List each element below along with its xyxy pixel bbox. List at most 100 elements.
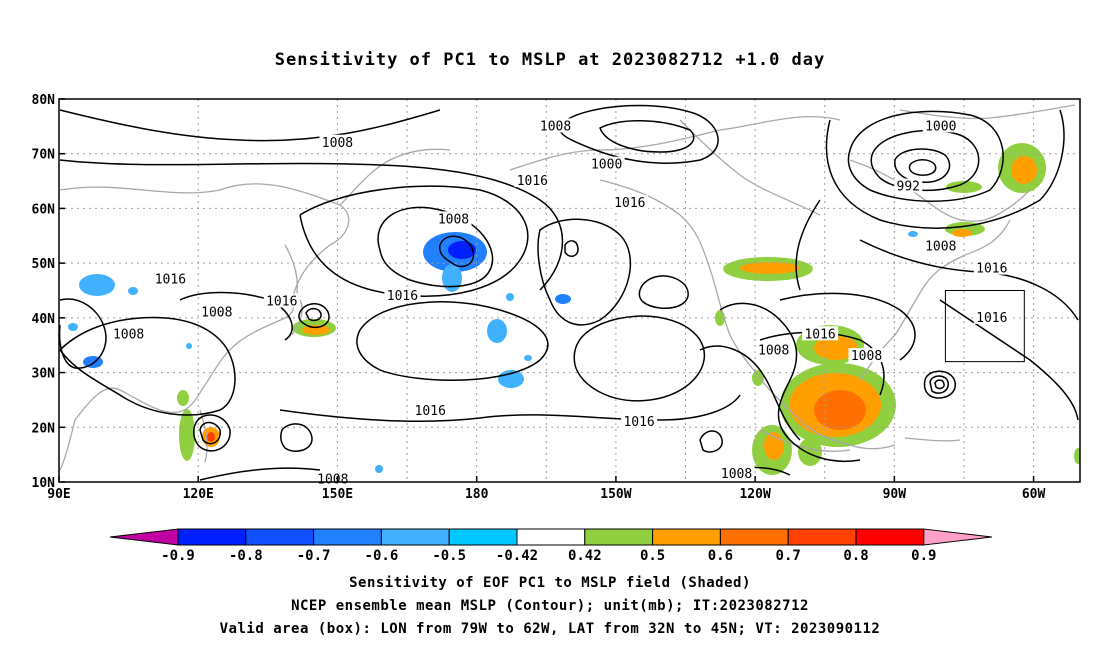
contour-label: 1016 (415, 404, 446, 419)
contour-line (193, 414, 231, 452)
contour-line (377, 206, 494, 288)
caption-valid-area: Valid area (box): LON from 79W to 62W, L… (219, 621, 881, 637)
caption-contour: NCEP ensemble mean MSLP (Contour); unit(… (291, 598, 809, 614)
colorbar-label: 0.5 (640, 548, 665, 564)
colorbar-bin (652, 528, 721, 546)
negative-sensitivity-area (68, 323, 78, 331)
lat-tick-label: 50N (32, 257, 56, 272)
contour-label-bg (973, 309, 1010, 324)
contour-line (199, 467, 321, 481)
colorbar-bin (855, 528, 925, 546)
contour-label: 1016 (976, 311, 1007, 326)
contour-line (825, 109, 1065, 229)
positive-sensitivity-area (177, 390, 189, 406)
positive-sensitivity-area (798, 438, 822, 466)
contour-label: 1000 (591, 158, 622, 173)
contour-label: 1016 (623, 415, 654, 430)
contour-label: 1008 (851, 349, 882, 364)
valid-area-box (944, 290, 1025, 363)
colorbar-bin (313, 528, 382, 546)
contour-label: 1016 (517, 174, 548, 189)
lon-tick-label: 90E (47, 487, 70, 502)
contour-line (599, 120, 695, 153)
contour-label: 1008 (721, 467, 752, 482)
lat-tick-label: 40N (32, 312, 56, 327)
contour-label: 1008 (201, 305, 232, 320)
contour-label: 1008 (540, 119, 571, 134)
contour-line (299, 185, 529, 297)
colorbar-label: -0.7 (297, 548, 331, 564)
colorbar-label: 0.7 (776, 548, 801, 564)
coastline (284, 244, 299, 301)
colorbar-bin (448, 528, 518, 546)
negative-sensitivity-area (83, 356, 103, 368)
contour-label: 1000 (925, 119, 956, 134)
contour-line (59, 109, 441, 142)
contour-line (59, 316, 236, 416)
contour-label-bg (319, 134, 356, 149)
lat-tick-label: 30N (32, 367, 56, 382)
colorbar-bin (380, 528, 450, 546)
colorbar-bin (719, 528, 789, 546)
lat-tick-label: 60N (32, 202, 56, 217)
contour-label: 1008 (925, 240, 956, 255)
colorbar-bin (177, 528, 247, 546)
contour-label: 1008 (322, 136, 353, 151)
lat-lon-grid (59, 99, 1080, 482)
lon-tick-label: 150E (322, 487, 353, 502)
map-frame (58, 98, 1081, 483)
contour-label-bg (412, 402, 449, 417)
contour-label: 1016 (387, 289, 418, 304)
contour-label-bg (894, 178, 923, 193)
coastline (59, 183, 350, 471)
contour-line (280, 423, 313, 452)
mslp-contours (59, 104, 1079, 481)
colorbar-label: -0.5 (432, 548, 466, 564)
lat-tick-label: 10N (32, 476, 56, 491)
sensitivity-shading (68, 143, 1080, 475)
coastline (679, 119, 821, 216)
contour-label-bg (848, 348, 885, 363)
contour-line (59, 159, 564, 291)
negative-sensitivity-area (448, 241, 476, 259)
coastline (339, 148, 451, 206)
contour-line (699, 345, 801, 441)
contour-line (759, 331, 885, 396)
contour-label-bg (110, 326, 147, 341)
lon-tick-label: 120W (739, 487, 770, 502)
positive-sensitivity-area (740, 262, 800, 274)
contour-line (438, 235, 475, 268)
contour-label-bg (621, 413, 658, 428)
contour-line (719, 302, 861, 462)
contour-line (199, 421, 221, 445)
colorbar-label: 0.42 (568, 548, 602, 564)
coastline (509, 115, 841, 171)
contour-label: 1016 (266, 294, 297, 309)
contour-label: 1008 (438, 212, 469, 227)
lon-tick-label: 150W (600, 487, 631, 502)
negative-sensitivity-area (555, 294, 571, 304)
colorbar-bin (516, 528, 586, 546)
contour-label: 1008 (317, 472, 348, 487)
positive-sensitivity-area (946, 181, 982, 193)
colorbar-bin (787, 528, 857, 546)
contour-line (59, 298, 107, 369)
colorbar: -0.9 -0.8 -0.7 -0.6 -0.5 -0.42 0.42 0.5 0.6 0.7 0.… (109, 528, 992, 564)
contour-line (638, 275, 689, 309)
positive-sensitivity-area (952, 229, 972, 237)
contour-line (795, 199, 821, 291)
colorbar-label: -0.6 (365, 548, 399, 564)
negative-sensitivity-area (186, 343, 192, 349)
lon-tick-label: 60W (1022, 487, 1046, 502)
colorbar-bin (245, 528, 315, 546)
negative-sensitivity-area (375, 465, 383, 473)
coastline (759, 429, 851, 452)
negative-sensitivity-area (487, 319, 507, 343)
coastline (599, 179, 896, 450)
positive-sensitivity-area (179, 409, 195, 461)
colorbar-label: -0.42 (496, 548, 538, 564)
negative-sensitivity-area (79, 274, 115, 296)
colorbar-label: -0.8 (229, 548, 263, 564)
contour-label-bg (973, 260, 1010, 275)
lat-tick-label: 70N (32, 148, 56, 163)
